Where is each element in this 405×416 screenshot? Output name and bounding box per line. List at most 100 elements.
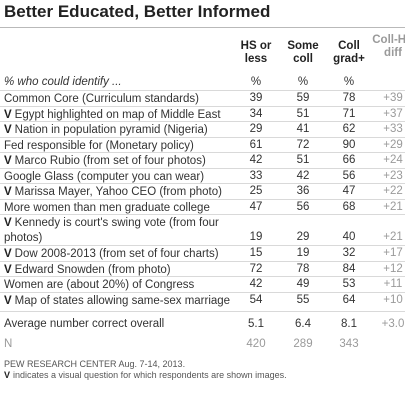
value-cell: 19 <box>249 231 263 243</box>
diff-cell: +12 <box>383 262 403 275</box>
value-cell: 34 <box>249 107 263 120</box>
value-cell: 54 <box>249 293 263 306</box>
row-label: V Map of states allowing same-sex marriag… <box>4 294 240 309</box>
average-diff: +3.0 <box>381 318 405 330</box>
visual-note-text: indicates a visual question for which re… <box>13 370 287 380</box>
value-cell: 53 <box>342 278 356 290</box>
row-label: Common Core (Curriculum standards) <box>4 92 240 107</box>
row-label: V Marissa Mayer, Yahoo CEO (from photo) <box>4 185 240 200</box>
row-label-text: More women than men graduate college <box>4 201 210 214</box>
row-label: More women than men graduate college <box>4 201 240 216</box>
value-cell: 56 <box>342 169 356 182</box>
chart-title: Better Educated, Better Informed <box>4 2 271 21</box>
visual-marker: V <box>4 370 11 380</box>
table-row: More women than men graduate college 47 56… <box>0 198 405 216</box>
value-cell: 25 <box>249 185 263 197</box>
value-cell: 15 <box>249 247 263 259</box>
value-cell: 49 <box>296 278 310 290</box>
average-value: 5.1 <box>248 318 264 330</box>
table-row: V Dow 2008-2013 (from set of four charts)… <box>0 245 405 262</box>
value-cell: 72 <box>249 262 263 275</box>
row-label: V Edward Snowden (from photo) <box>4 263 240 278</box>
value-cell: 51 <box>296 154 310 166</box>
units-cell: % <box>297 76 309 88</box>
visual-marker: V <box>4 186 12 198</box>
row-label-text: Kennedy is court's swing vote (from four… <box>4 217 219 244</box>
row-label: V Egypt highlighted on map of Middle East <box>4 108 240 123</box>
value-cell: 62 <box>342 123 356 135</box>
table-row: Google Glass (computer you can wear) 33 42… <box>0 167 405 185</box>
units-cell: % <box>250 76 262 88</box>
value-cell: 78 <box>342 92 356 104</box>
row-label-text: Women are (about 20%) of Congress <box>4 279 195 291</box>
row-label-text: Fed responsible for (Monetary policy) <box>4 139 194 152</box>
value-cell: 42 <box>249 278 263 290</box>
column-header-2: Some coll <box>287 40 319 65</box>
table-row: V Nation in population pyramid (Nigeria) 2… <box>0 121 405 138</box>
value-cell: 42 <box>296 169 310 182</box>
value-cell: 55 <box>296 293 310 306</box>
row-label-text: Nation in population pyramid (Nigeria) <box>14 124 208 136</box>
row-label-text: Marco Rubio (from set of four photos) <box>14 155 206 167</box>
diff-cell: +21 <box>383 231 403 243</box>
column-header-1: HS or less <box>240 40 272 65</box>
diff-cell: +17 <box>383 247 403 259</box>
value-cell: 51 <box>296 107 310 120</box>
row-label: V Nation in population pyramid (Nigeria) <box>4 123 240 138</box>
row-label: V Marco Rubio (from set of four photos) <box>4 154 240 169</box>
row-label-text: Google Glass (computer you can wear) <box>4 170 205 183</box>
average-value: 8.1 <box>341 318 357 330</box>
row-label: V Kennedy is court's swing vote (from fou… <box>4 216 240 246</box>
table-row: V Marissa Mayer, Yahoo CEO (from photo) 25… <box>0 183 405 200</box>
value-cell: 56 <box>296 200 310 213</box>
row-label: Google Glass (computer you can wear) <box>4 170 240 185</box>
row-label: Women are (about 20%) of Congress <box>4 278 240 293</box>
units-cell: % <box>343 76 355 88</box>
column-header-3: Coll grad+ <box>333 40 365 65</box>
value-cell: 71 <box>342 107 356 120</box>
row-label-text: Marissa Mayer, Yahoo CEO (from photo) <box>14 186 222 198</box>
value-cell: 64 <box>342 293 356 306</box>
visual-marker: V <box>4 248 12 260</box>
n-value: 289 <box>293 338 313 350</box>
value-cell: 19 <box>296 247 310 259</box>
value-cell: 29 <box>249 123 263 135</box>
diff-cell: +21 <box>383 200 403 213</box>
row-label-text: Common Core (Curriculum standards) <box>4 93 199 105</box>
row-label-text: Edward Snowden (from photo) <box>14 263 171 276</box>
title-divider <box>0 27 405 28</box>
diff-cell: +24 <box>383 154 403 166</box>
n-value: 343 <box>339 338 359 350</box>
row-label: Fed responsible for (Monetary policy) <box>4 139 240 154</box>
n-label: N <box>4 338 13 350</box>
table-row: Common Core (Curriculum standards) 39 59 78… <box>0 90 405 107</box>
value-cell: 59 <box>296 92 310 104</box>
column-header-4: Coll-HS diff <box>372 34 405 59</box>
value-cell: 41 <box>296 123 310 135</box>
value-cell: 78 <box>296 262 310 275</box>
table-row: Fed responsible for (Monetary policy) 61 7… <box>0 136 405 154</box>
table-row: V Kennedy is court's swing vote (from fou… <box>0 214 405 246</box>
n-row: N 420 289 343 <box>0 335 405 355</box>
row-label-text: Dow 2008-2013 (from set of four charts) <box>14 248 219 260</box>
diff-cell: +11 <box>383 278 403 290</box>
row-label-text: Egypt highlighted on map of Middle East <box>14 108 221 121</box>
intro-text: % who could identify ... <box>4 76 122 88</box>
diff-cell: +10 <box>383 293 403 306</box>
table-row: V Map of states allowing same-sex marriag… <box>0 291 405 309</box>
value-cell: 36 <box>296 185 310 197</box>
table-row: V Edward Snowden (from photo) 72 78 84 +12 <box>0 260 405 278</box>
visual-marker: V <box>4 294 12 307</box>
visual-marker: V <box>4 108 12 121</box>
diff-cell: +33 <box>383 123 403 135</box>
average-row: Average number correct overall 5.1 6.4 8.1 +… <box>0 311 405 334</box>
value-cell: 84 <box>342 262 356 275</box>
value-cell: 90 <box>342 138 356 151</box>
diff-cell: +23 <box>383 169 403 182</box>
value-cell: 61 <box>249 138 263 151</box>
value-cell: 68 <box>342 200 356 213</box>
value-cell: 66 <box>342 154 356 166</box>
value-cell: 72 <box>296 138 310 151</box>
n-value: 420 <box>246 338 266 350</box>
